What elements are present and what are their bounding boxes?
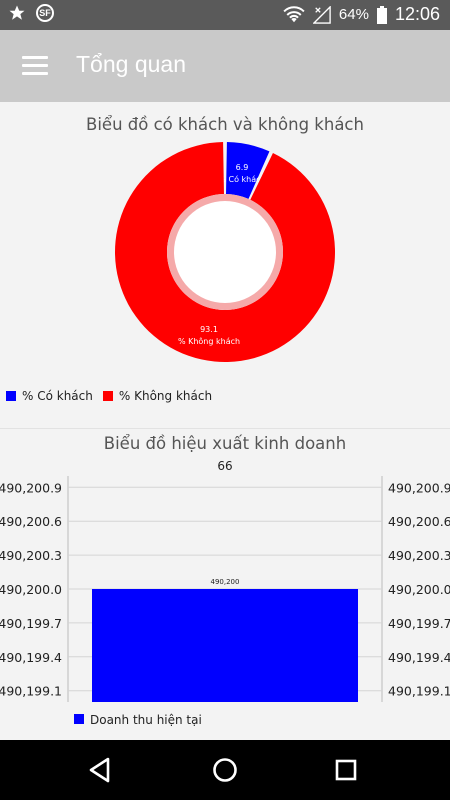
home-icon[interactable]	[209, 754, 241, 786]
legend-label-doanh-thu: Doanh thu hiện tại	[90, 713, 202, 727]
bar-chart: 66 490,200.9 490,200.9 490,200.6 490,200.6 49…	[0, 459, 450, 727]
navigation-bar	[0, 740, 450, 800]
y-tick-label-left: 490,200.0	[0, 582, 62, 597]
legend-label-co-khach: % Có khách	[22, 389, 93, 403]
y-tick-label-left: 490,200.9	[0, 480, 62, 495]
bar-doanh-thu[interactable]	[92, 589, 358, 702]
hamburger-menu-icon[interactable]	[22, 56, 48, 76]
bar-chart-title: Biểu đồ hiệu xuất kinh doanh	[103, 434, 347, 453]
no-signal-icon	[312, 5, 331, 24]
y-tick-label-left: 490,200.6	[0, 514, 62, 529]
y-tick-label-right: 490,200.9	[388, 480, 450, 495]
clock: 12:06	[394, 4, 440, 24]
bar-chart-top-label: 66	[217, 459, 232, 473]
pie-slice-1[interactable]	[115, 142, 335, 362]
y-tick-label-right: 490,199.4	[388, 650, 450, 665]
battery-percent: 64%	[338, 6, 369, 23]
divider	[0, 428, 450, 429]
recents-icon[interactable]	[330, 754, 362, 786]
overview-content: Biểu đồ có khách và không khách 6.9 % Có …	[0, 102, 450, 740]
battery-icon	[376, 5, 387, 24]
y-tick-label-right: 490,199.7	[388, 616, 450, 631]
y-tick-label-right: 490,200.3	[388, 548, 450, 563]
y-tick-label-left: 490,199.1	[0, 684, 62, 699]
y-tick-label-left: 490,199.7	[0, 616, 62, 631]
y-tick-label-right: 490,200.0	[388, 582, 450, 597]
wifi-icon	[283, 5, 305, 22]
pie-slice-0[interactable]	[226, 142, 270, 199]
donut-chart: 6.9 % Có khách 93.1 % Không khách	[115, 142, 335, 362]
star-icon	[9, 5, 25, 20]
pie-value-label-1: 93.1	[200, 325, 218, 334]
y-tick-label-right: 490,199.1	[388, 684, 450, 699]
pie-value-label-0: 6.9	[236, 163, 249, 172]
legend-swatch-co-khach	[6, 391, 16, 401]
page-title: Tổng quan	[76, 51, 186, 77]
sf-app-icon: SF	[36, 4, 54, 22]
status-bar: SF 64% 12:06	[0, 0, 450, 30]
back-icon[interactable]	[84, 754, 116, 786]
app-bar: Tổng quan	[0, 30, 450, 102]
bar-value-label: 490,200	[211, 578, 240, 586]
legend-swatch-khong-khach	[102, 391, 113, 401]
legend-label-khong-khach: % Không khách	[118, 389, 213, 403]
pie-chart-title: Biểu đồ có khách và không khách	[86, 115, 364, 134]
pie-legend: % Có khách % Không khách	[6, 389, 212, 403]
donut-hole	[174, 201, 276, 303]
y-tick-label-left: 490,199.4	[0, 650, 62, 665]
y-tick-label-left: 490,200.3	[0, 548, 62, 563]
pie-slice-label-1: % Không khách	[178, 336, 240, 346]
pie-slice-label-0: % Có khách	[218, 174, 265, 184]
legend-swatch-doanh-thu	[74, 714, 84, 724]
y-tick-label-right: 490,200.6	[388, 514, 450, 529]
